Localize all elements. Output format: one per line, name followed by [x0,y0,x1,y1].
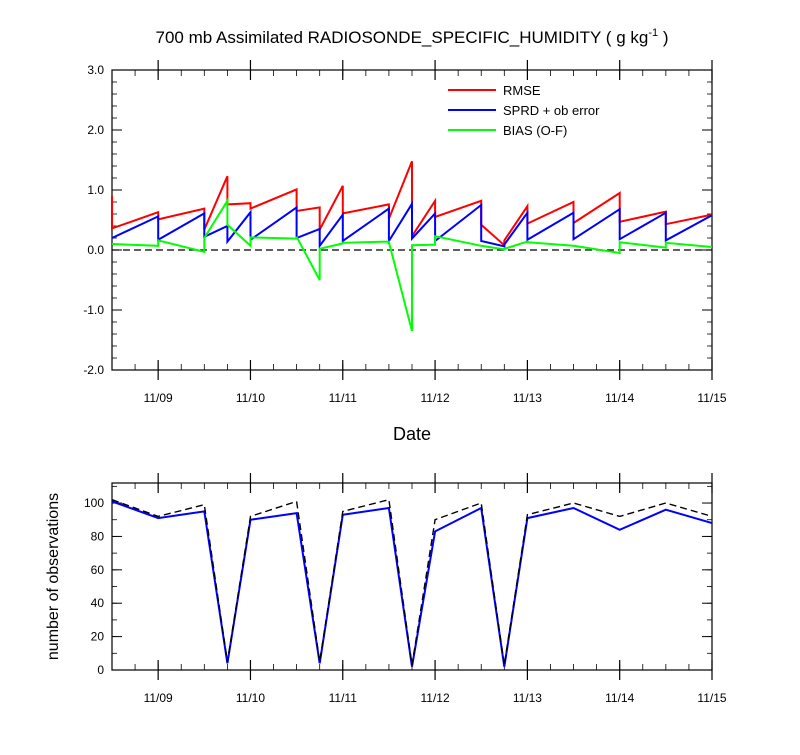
x-tick-label: 11/15 [697,691,726,705]
x-tick-label: 11/12 [421,691,450,705]
x-axis-label: Date [393,424,431,444]
x-tick-label: 11/14 [605,691,634,705]
series-line-total [111,498,713,666]
y-tick-label: 2.0 [87,123,104,137]
y-tick-label: 20 [91,630,105,644]
legend-label: SPRD + ob error [503,103,600,118]
y-tick-label: 0 [97,663,104,677]
x-tick-label: 11/11 [329,391,358,405]
y-tick-label: 80 [91,529,105,543]
y-tick-label: 60 [91,563,105,577]
y-axis-label: number of observations [45,493,62,660]
observations-panel: 100 80 60 40 20 0 11/09 11/10 11/11 11/12 11/13 11/… [45,473,727,705]
y-tick-label: 0.0 [87,243,104,257]
legend: RMSE SPRD + ob error BIAS (O-F) [448,83,600,138]
x-tick-label: 11/09 [144,691,173,705]
x-tick-label: 11/12 [421,391,450,405]
y-tick-label: -2.0 [83,363,104,377]
x-tick-label: 11/15 [697,391,726,405]
x-tick-label: 11/09 [144,391,173,405]
x-tick-label: 11/10 [236,691,265,705]
chart-title-superscript: -1 [648,27,658,39]
series-line-sprd-ob-error [111,200,713,249]
legend-label: RMSE [503,83,541,98]
x-tick-label: 11/10 [236,391,265,405]
chart-title: 700 mb Assimilated RADIOSONDE_SPECIFIC_H… [156,27,669,47]
rmse-panel: 3.0 2.0 1.0 0.0 -1.0 -2.0 11/09 11/10 11/11 11/12… [83,27,727,444]
series-line-bias-o-f [111,197,713,332]
x-tick-label: 11/13 [513,691,542,705]
x-tick-label: 11/13 [513,391,542,405]
x-tick-label: 11/11 [329,691,358,705]
legend-label: BIAS (O-F) [503,123,567,138]
chart-title-close: ) [658,28,668,47]
x-tick-label: 11/14 [605,391,634,405]
y-tick-label: 40 [91,596,105,610]
y-tick-label: 100 [84,496,104,510]
series-line-assimilated [111,500,713,667]
y-tick-label: 1.0 [87,183,104,197]
chart-title-text: 700 mb Assimilated RADIOSONDE_SPECIFIC_H… [156,28,649,47]
y-tick-label: 3.0 [87,63,104,77]
y-tick-label: -1.0 [83,303,104,317]
